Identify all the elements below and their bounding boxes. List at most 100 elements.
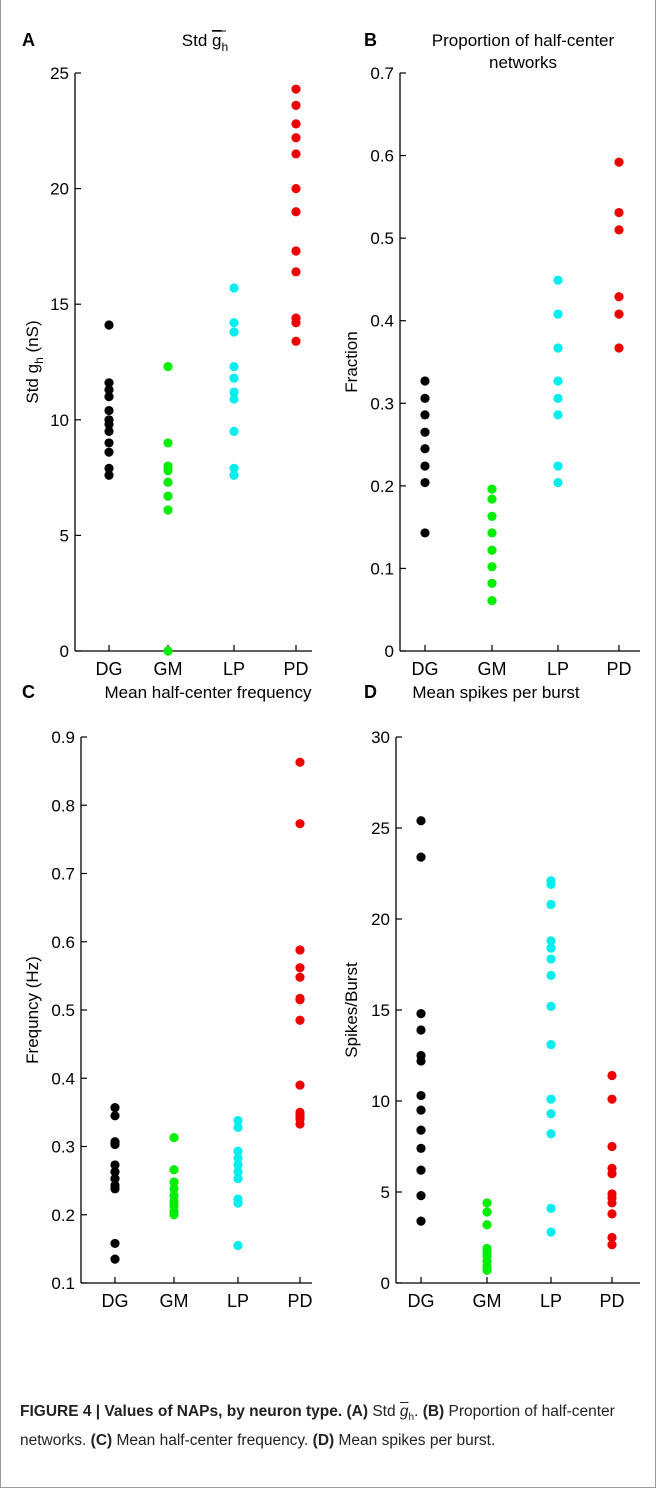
data-point-lp (546, 1001, 556, 1011)
data-point-dg (104, 426, 114, 436)
data-point-dg (420, 528, 430, 538)
data-point-dg (416, 1216, 426, 1226)
data-point-pd (614, 292, 624, 302)
data-point-lp (546, 1094, 556, 1104)
data-point-gm (482, 1207, 492, 1217)
y-tick-label: 0.6 (370, 147, 394, 166)
data-point-dg (416, 1165, 426, 1175)
data-point-dg (110, 1167, 120, 1177)
y-tick-label: 5 (60, 526, 69, 545)
caption-a-end: . (414, 1403, 419, 1420)
y-tick-label: 0.7 (370, 64, 394, 83)
data-point-dg (420, 427, 430, 437)
y-tick-label: 20 (371, 910, 390, 929)
x-tick-label: GM (154, 659, 183, 679)
data-point-pd (614, 207, 624, 218)
data-point-lp (229, 394, 239, 404)
data-point-dg (110, 1238, 120, 1249)
data-point-pd (291, 336, 301, 346)
y-tick-label: 20 (50, 180, 69, 199)
data-point-lp (233, 1240, 243, 1251)
y-tick-label: 0.5 (51, 1001, 75, 1020)
data-point-lp (553, 393, 563, 403)
data-point-dg (104, 463, 114, 473)
data-point-dg (420, 410, 430, 420)
y-tick-label: 10 (371, 1092, 390, 1111)
data-point-dg (416, 816, 426, 826)
y-axis-label: Std gh (nS) (23, 320, 46, 403)
data-point-gm (487, 578, 497, 588)
data-point-lp (553, 275, 563, 285)
data-point-lp (553, 461, 563, 471)
panel-letter: A (22, 30, 35, 50)
data-point-gm (169, 1177, 179, 1187)
data-point-lp (546, 1227, 556, 1237)
data-point-dg (104, 385, 114, 395)
data-point-gm (487, 562, 497, 572)
y-tick-label: 0 (60, 642, 69, 661)
y-tick-label: 0 (385, 642, 394, 661)
data-point-gm (169, 1133, 179, 1143)
data-point-dg (104, 438, 114, 448)
x-tick-label: LP (227, 1291, 249, 1311)
data-point-pd (295, 1119, 305, 1129)
x-tick-label: GM (160, 1291, 189, 1311)
data-point-lp (229, 327, 239, 337)
data-point-pd (291, 84, 301, 94)
data-point-dg (104, 447, 114, 457)
y-tick-label: 10 (50, 411, 69, 430)
data-point-gm (163, 438, 173, 448)
data-point-pd (295, 1015, 305, 1025)
data-point-gm (163, 477, 173, 487)
caption-c-text: Mean half-center frequency. (116, 1432, 309, 1450)
caption-b-text: Proportion of half-center networks. (20, 1403, 615, 1450)
chart-title: Proportion of half-center (432, 31, 615, 50)
x-tick-label: PD (283, 659, 308, 679)
ylabel-text: Std (23, 373, 42, 403)
data-point-lp (233, 1153, 243, 1163)
y-tick-label: 0.7 (51, 865, 75, 884)
caption-a-text: Std (372, 1403, 396, 1420)
data-point-lp (229, 283, 239, 293)
title-text: Std (182, 31, 212, 50)
data-point-lp (553, 477, 563, 488)
y-tick-label: 0.9 (51, 728, 75, 747)
data-point-pd (295, 963, 305, 973)
x-tick-label: PD (599, 1291, 624, 1311)
y-axis-label: Frequncy (Hz) (23, 956, 42, 1064)
data-point-pd (291, 119, 301, 129)
x-tick-label: DG (102, 1291, 129, 1311)
data-point-dg (420, 461, 430, 471)
y-tick-label: 0.1 (370, 559, 394, 578)
data-point-dg (416, 1090, 426, 1101)
data-point-pd (607, 1240, 617, 1250)
panel-b: B 0 0.1 0.2 0.3 0.4 0.5 0.6 0.7 DG GM LP PD Proportio… (342, 30, 640, 679)
caption-b-tag: (B) (422, 1403, 445, 1420)
data-point-lp (229, 362, 239, 372)
data-point-dg (104, 405, 114, 416)
data-point-dg (420, 376, 430, 386)
data-point-dg (104, 392, 114, 402)
y-tick-label: 0.3 (370, 394, 394, 413)
data-point-gm (487, 528, 497, 538)
data-point-gm (487, 596, 497, 606)
data-point-lp (546, 943, 556, 953)
panel-c: C 0.1 0.2 0.3 0.4 0.5 0.6 0.7 0.8 0.9 DG GM LP PD Mean… (22, 682, 313, 1311)
x-tick-label: DG (96, 659, 123, 679)
data-point-lp (546, 954, 556, 964)
data-point-gm (487, 494, 497, 504)
data-point-lp (546, 1039, 556, 1050)
data-point-dg (416, 1125, 426, 1135)
caption-a-tag: (A) (346, 1403, 368, 1420)
data-point-lp (553, 376, 563, 386)
x-tick-label: LP (223, 659, 245, 679)
y-tick-label: 0.6 (51, 933, 75, 952)
y-tick-label: 0 (381, 1274, 390, 1293)
caption-d-text: Mean spikes per burst. (338, 1432, 496, 1450)
panel-letter: B (364, 30, 377, 50)
data-point-pd (295, 972, 305, 982)
data-point-dg (110, 1173, 120, 1184)
panel-letter: C (22, 682, 35, 702)
data-point-dg (416, 1009, 426, 1019)
data-point-gm (482, 1265, 492, 1275)
